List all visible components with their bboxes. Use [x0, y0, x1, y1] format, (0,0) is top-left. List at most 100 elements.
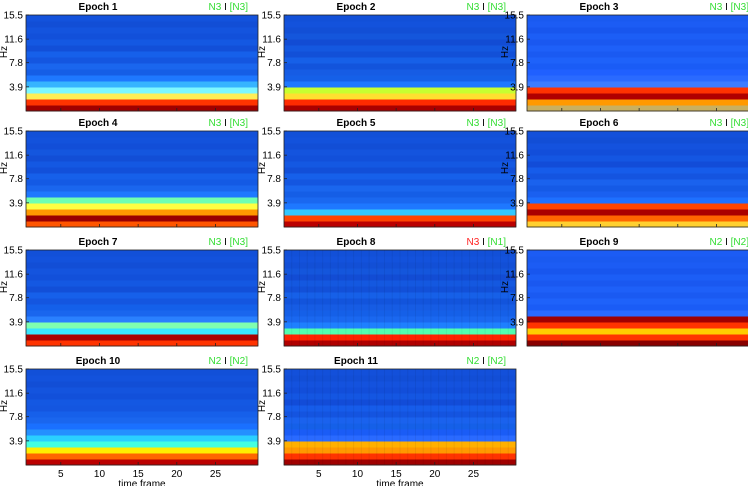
heatmap-band: [284, 63, 516, 70]
heatmap-band: [26, 63, 258, 70]
y-axis-label: Hz: [257, 400, 268, 412]
heatmap-band: [26, 173, 258, 180]
heatmap-band: [26, 256, 258, 263]
panel-9: Epoch 9 N2 I [N2] 3.9 7.8 11.6 15.5 Hz: [500, 237, 748, 347]
label-separator: I: [224, 118, 227, 129]
panel-title: Epoch 5: [337, 118, 376, 129]
heatmap-band: [284, 292, 516, 299]
heatmap-band: [284, 45, 516, 52]
heatmap-band: [284, 99, 516, 106]
x-tick-label: 20: [171, 469, 183, 480]
y-tick-label: 11.6: [262, 270, 281, 281]
heatmap-band: [527, 256, 748, 263]
heatmap-band: [26, 322, 258, 329]
prediction-label: N3 I [N3]: [710, 2, 748, 13]
predicted-stage: N3: [467, 2, 480, 13]
panel-title: Epoch 7: [79, 237, 118, 248]
x-tick-label: 25: [468, 469, 480, 480]
heatmap-band: [527, 173, 748, 180]
heatmap-band: [26, 215, 258, 222]
y-tick-label: 3.9: [267, 198, 281, 209]
heatmap-band: [284, 399, 516, 406]
y-tick-label: 7.8: [510, 174, 524, 185]
heatmap-band: [527, 179, 748, 186]
heatmap-band: [527, 149, 748, 156]
heatmap-band: [284, 167, 516, 174]
heatmap-band: [284, 93, 516, 100]
predicted-stage: N3: [209, 237, 222, 248]
label-separator: I: [224, 237, 227, 248]
heatmap-band: [284, 262, 516, 269]
heatmap-band: [26, 381, 258, 388]
x-axis-label: time frame: [376, 479, 424, 486]
predicted-stage: N3: [467, 118, 480, 129]
heatmap-band: [527, 33, 748, 40]
heatmap-band: [527, 75, 748, 82]
heatmap-band: [284, 447, 516, 454]
heatmap-band: [527, 185, 748, 192]
heatmap-band: [527, 69, 748, 76]
panel-3: Epoch 3 N3 I [N3] 3.9 7.8 11.6 15.5 Hz: [500, 2, 748, 112]
heatmap-band: [527, 143, 748, 150]
heatmap-band: [26, 435, 258, 442]
heatmap-band: [284, 215, 516, 222]
heatmap-band: [26, 209, 258, 216]
panel-5: Epoch 5 N3 I [N3] 3.9 7.8 11.6 15.5 Hz: [257, 118, 517, 228]
heatmap-band: [527, 99, 748, 106]
actual-stage: [N2]: [230, 356, 249, 367]
heatmap-band: [284, 161, 516, 168]
heatmap-band: [284, 27, 516, 34]
y-tick-label: 15.5: [4, 365, 24, 376]
panel-title: Epoch 6: [580, 118, 619, 129]
actual-stage: [N3]: [731, 2, 748, 13]
heatmap-band: [26, 453, 258, 460]
x-tick-label: 20: [429, 469, 441, 480]
predicted-stage: N3: [209, 2, 222, 13]
heatmap-band: [527, 21, 748, 28]
x-tick-label: 10: [94, 469, 106, 480]
heatmap-band: [527, 155, 748, 162]
panel-title: Epoch 2: [337, 2, 376, 13]
heatmap-band: [26, 411, 258, 418]
heatmap-band: [26, 387, 258, 394]
heatmap-band: [527, 280, 748, 287]
y-tick-label: 11.6: [4, 270, 23, 281]
panel-title: Epoch 8: [337, 237, 376, 248]
label-separator: I: [482, 2, 485, 13]
y-axis-label: Hz: [500, 46, 511, 58]
heatmap-band: [284, 39, 516, 46]
panel-title: Epoch 10: [76, 356, 121, 367]
heatmap-band: [284, 310, 516, 317]
y-tick-label: 3.9: [510, 317, 524, 328]
heatmap-band: [26, 57, 258, 64]
prediction-label: N3 I [N3]: [467, 2, 507, 13]
panel-1: Epoch 1 N3 I [N3] 3.9 7.8 11.6 15.5 Hz: [0, 2, 259, 112]
y-tick-label: 15.5: [262, 11, 282, 22]
heatmap-band: [527, 316, 748, 323]
heatmap-band: [527, 215, 748, 222]
heatmap-band: [527, 292, 748, 299]
heatmap-band: [26, 155, 258, 162]
heatmap-band: [527, 45, 748, 52]
heatmap-band: [26, 179, 258, 186]
heatmap-band: [527, 221, 748, 228]
heatmap-band: [284, 87, 516, 94]
prediction-label: N2 I [N2]: [209, 356, 249, 367]
prediction-label: N3 I [N3]: [209, 118, 249, 129]
y-tick-label: 15.5: [262, 127, 282, 138]
heatmap-band: [284, 435, 516, 442]
heatmap-band: [284, 69, 516, 76]
label-separator: I: [725, 2, 728, 13]
x-tick-label: 5: [58, 469, 64, 480]
heatmap-band: [527, 93, 748, 100]
heatmap-band: [284, 33, 516, 40]
heatmap-band: [26, 143, 258, 150]
heatmap-band: [284, 203, 516, 210]
heatmap-band: [527, 63, 748, 70]
y-tick-label: 3.9: [510, 198, 524, 209]
heatmap-band: [26, 369, 258, 376]
heatmap-band: [26, 441, 258, 448]
y-tick-label: 15.5: [505, 246, 525, 257]
y-tick-label: 3.9: [9, 436, 23, 447]
heatmap-band: [26, 280, 258, 287]
